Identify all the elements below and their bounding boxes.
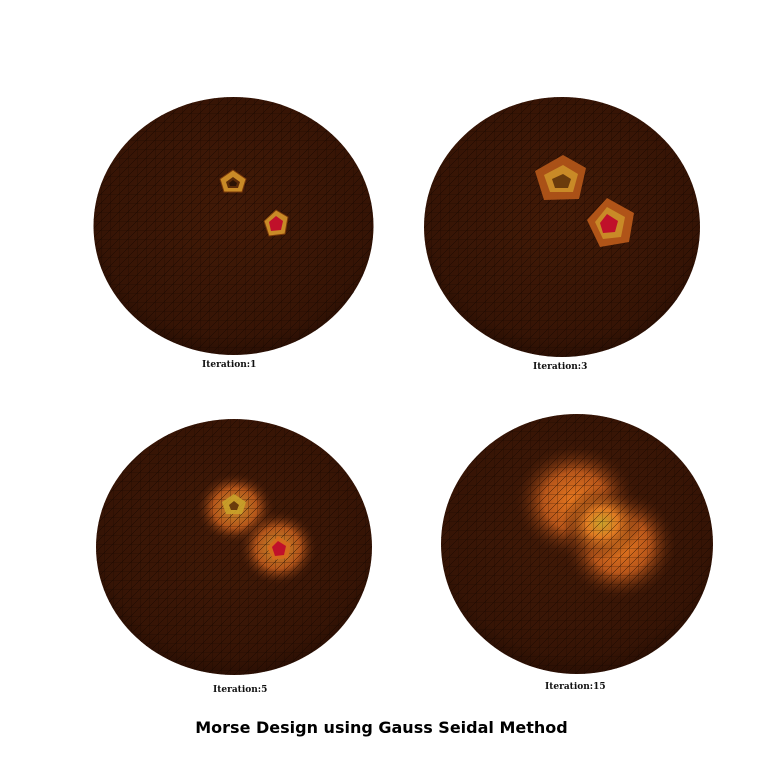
panel-iteration-3: Iteration:3: [422, 95, 702, 372]
sphere-render: [424, 97, 700, 357]
sphere-render: [96, 419, 372, 675]
hotspot-upper: [219, 169, 247, 193]
panel-caption: Iteration:5: [213, 685, 268, 695]
hotspot-lower: [263, 209, 289, 237]
hotspot-upper: [535, 155, 586, 200]
panel-iteration-1: Iteration:1: [92, 95, 375, 370]
panel-caption: Iteration:3: [533, 362, 588, 372]
panel-caption: Iteration:15: [545, 682, 606, 692]
panel-iteration-5: Iteration:5: [95, 418, 375, 698]
hotspot-upper: [222, 494, 246, 514]
panel-iteration-15: Iteration:15: [440, 413, 715, 693]
hotspot-lower: [267, 536, 291, 560]
sphere-render: [441, 414, 713, 674]
panel-caption: Iteration:1: [202, 360, 257, 370]
sphere-render: [93, 97, 374, 355]
hotspot-lower: [587, 198, 634, 247]
figure-title: Morse Design using Gauss Seidal Method: [195, 718, 568, 737]
